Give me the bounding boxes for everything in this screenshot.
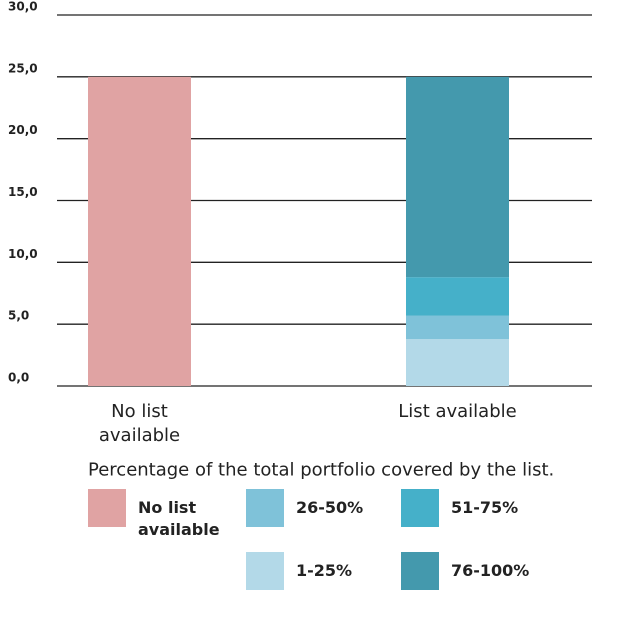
legend-item: 51-75% xyxy=(401,489,546,527)
bar-segment xyxy=(406,76,509,278)
y-tick-label: 0,0 xyxy=(8,371,29,385)
legend-label: 51-75% xyxy=(451,498,519,517)
legend-swatch xyxy=(246,552,284,590)
legend-swatch xyxy=(246,489,284,527)
x-tick-label: No list available xyxy=(98,401,181,446)
y-tick-label: 20,0 xyxy=(8,123,38,137)
x-axis-label: Percentage of the total portfolio covere… xyxy=(88,459,555,481)
legend-swatch xyxy=(401,552,439,590)
legend-swatch xyxy=(88,489,126,527)
bar-segment xyxy=(406,277,509,316)
legend-item: No list available xyxy=(88,489,233,541)
legend-label: 76-100% xyxy=(451,561,530,580)
y-tick-label: 30,0 xyxy=(8,0,38,14)
bar-segment xyxy=(88,76,191,386)
legend-label: No list available xyxy=(138,498,220,539)
y-tick-label: 15,0 xyxy=(8,185,38,199)
y-tick-label: 10,0 xyxy=(8,247,38,261)
legend-swatch xyxy=(401,489,439,527)
legend-item: 76-100% xyxy=(401,552,546,590)
legend-label: 1-25% xyxy=(296,561,353,580)
legend-item: 26-50% xyxy=(246,489,391,527)
bar-segment xyxy=(406,339,509,386)
bar-segment xyxy=(406,315,509,340)
plot: 0,0 5,0 10,0 15,0 20,0 25,0 30,0 xyxy=(8,0,592,387)
y-tick-label: 25,0 xyxy=(8,61,38,75)
legend-item: 1-25% xyxy=(246,552,391,590)
y-tick-label: 5,0 xyxy=(8,309,29,323)
x-tick-label: List available xyxy=(398,401,517,422)
legend-label: 26-50% xyxy=(296,498,364,517)
